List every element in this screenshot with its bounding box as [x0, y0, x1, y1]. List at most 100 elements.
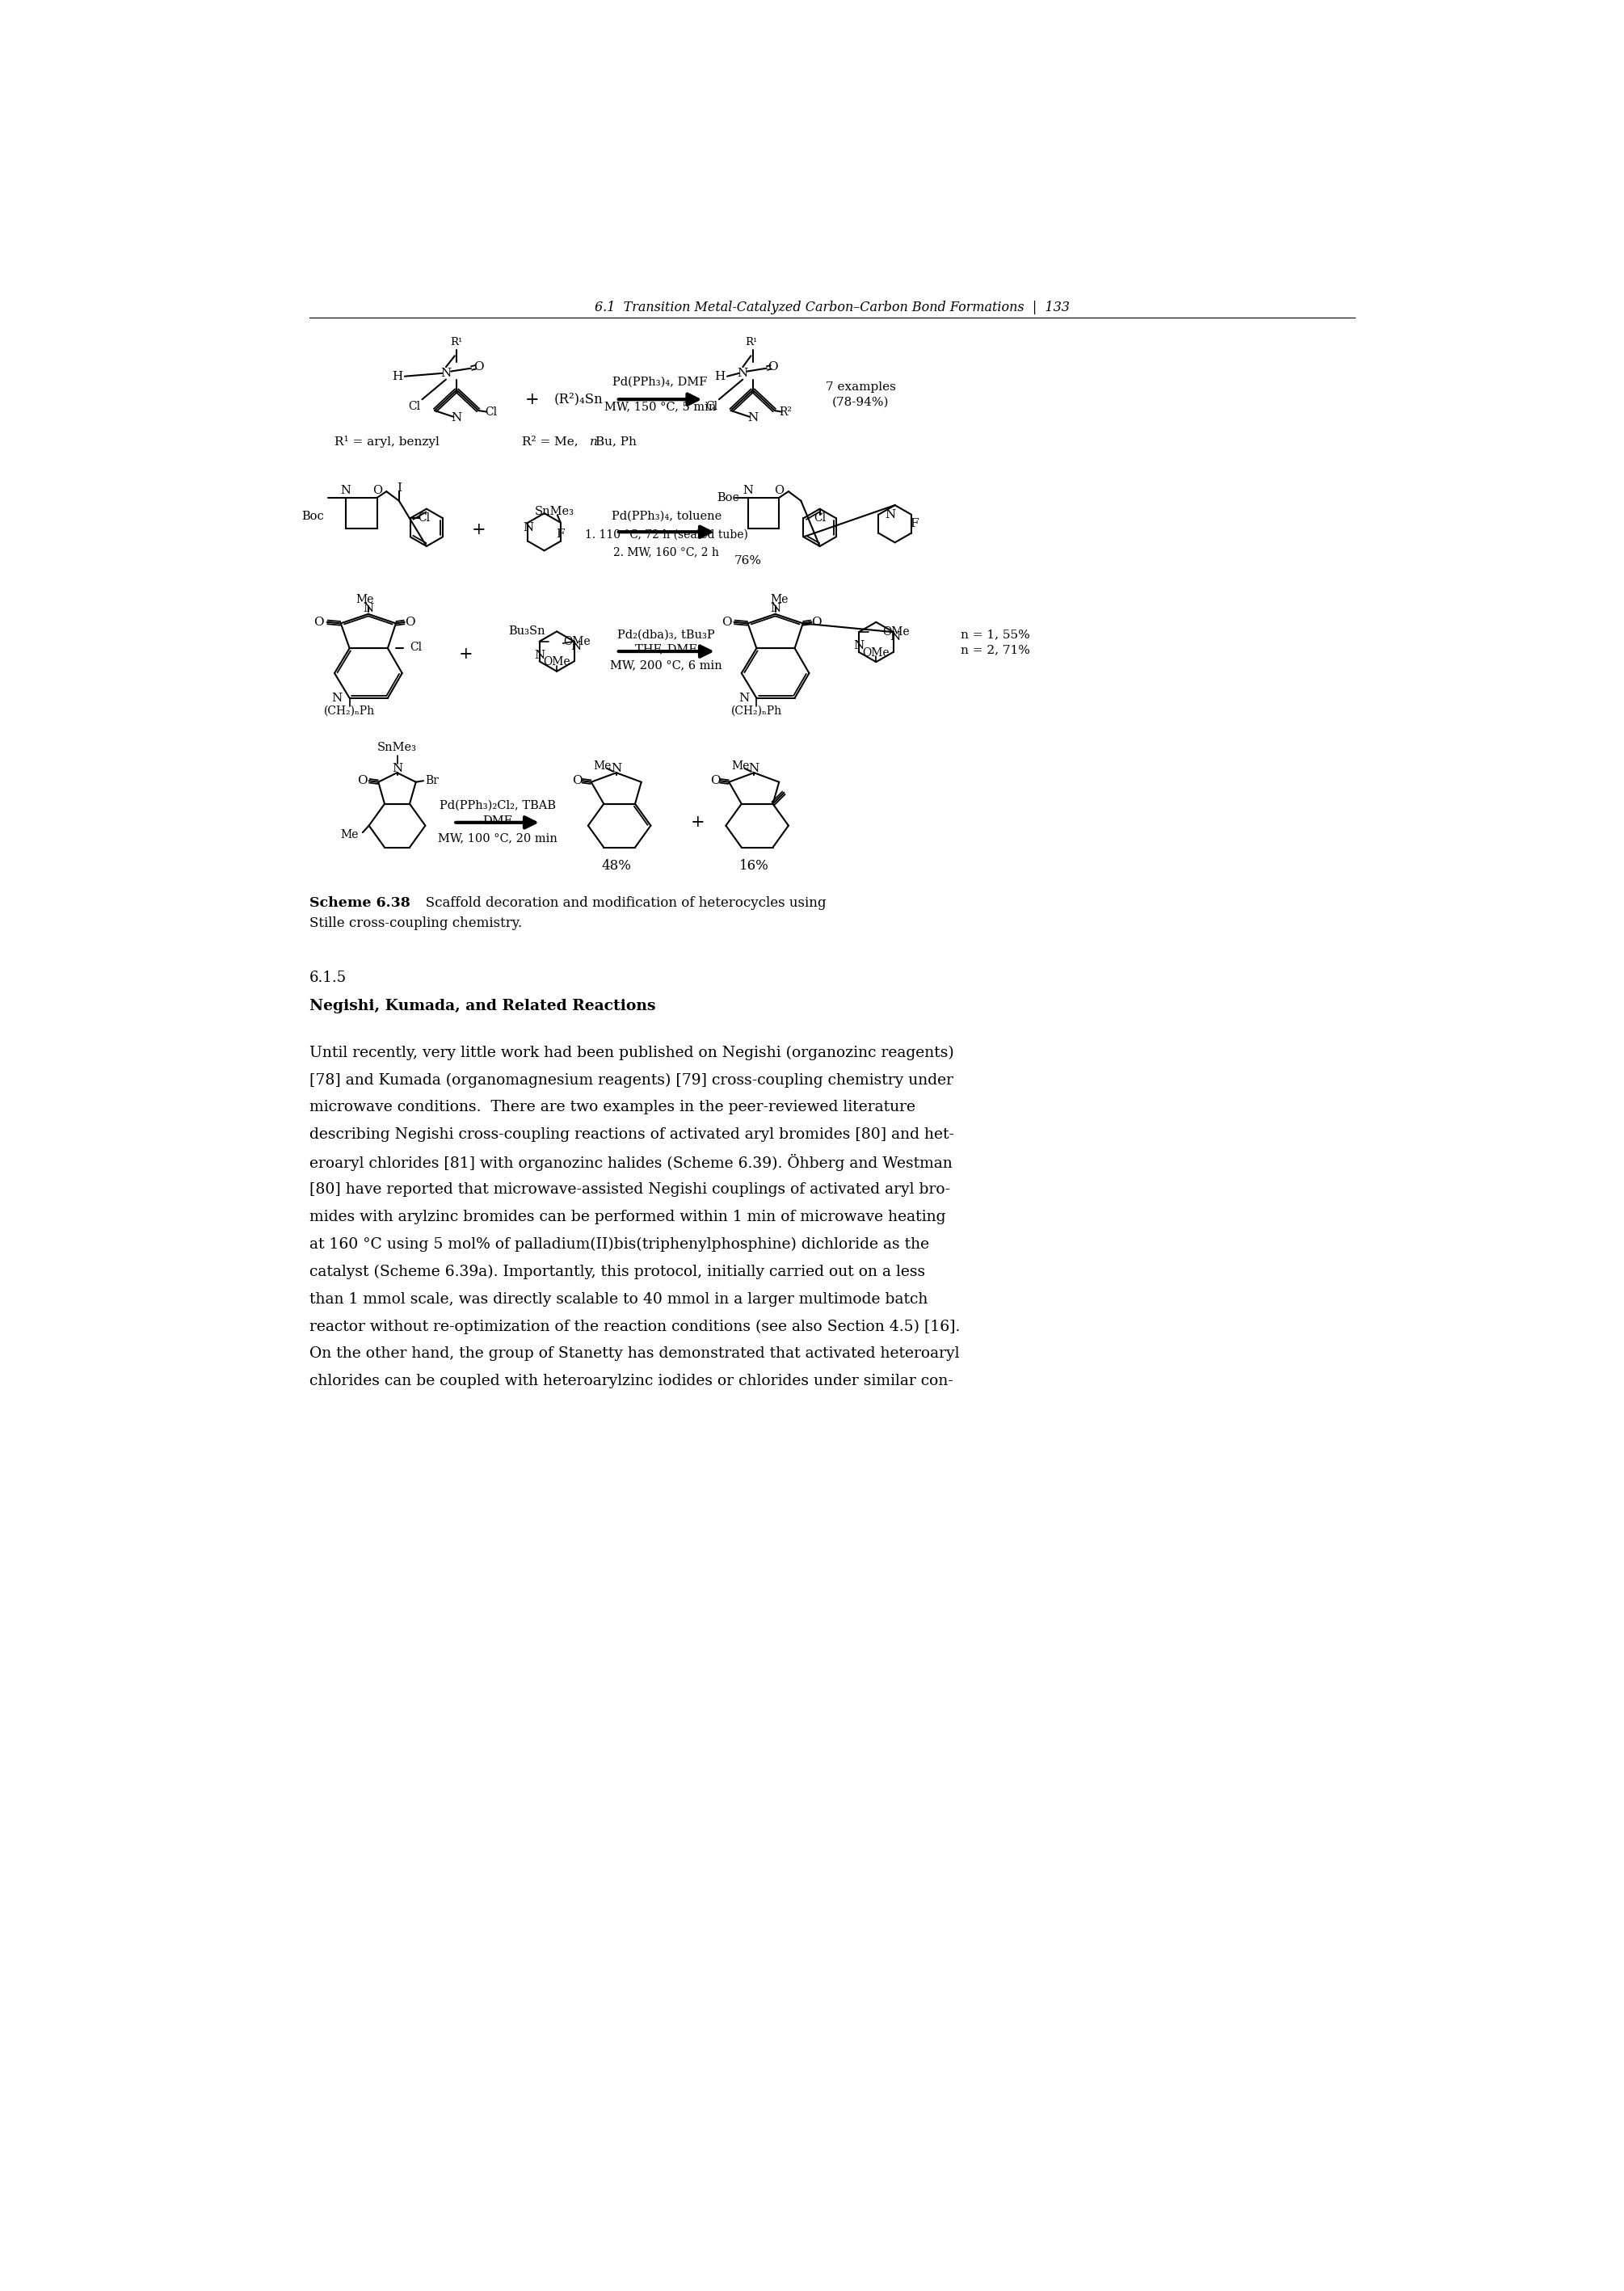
Text: [80] have reported that microwave-assisted Negishi couplings of activated aryl b: [80] have reported that microwave-assist… [310, 1182, 950, 1196]
Text: O: O [768, 362, 778, 373]
Text: Bu, Ph: Bu, Ph [596, 435, 637, 447]
Text: SnMe₃: SnMe₃ [534, 506, 573, 518]
Text: (CH₂)ₙPh: (CH₂)ₙPh [325, 706, 375, 717]
Text: Pd(PPh₃)₄, DMF: Pd(PPh₃)₄, DMF [612, 376, 708, 387]
Text: N: N [523, 522, 533, 534]
Text: 16%: 16% [739, 859, 768, 873]
Text: N: N [440, 367, 451, 378]
Text: n = 2, 71%: n = 2, 71% [961, 644, 1030, 655]
Text: than 1 mmol scale, was directly scalable to 40 mmol in a larger multimode batch: than 1 mmol scale, was directly scalable… [310, 1292, 927, 1306]
Text: Me: Me [339, 829, 359, 841]
Text: O: O [710, 774, 721, 786]
Text: chlorides can be coupled with heteroarylzinc iodides or chlorides under similar : chlorides can be coupled with heteroaryl… [310, 1375, 953, 1388]
Text: Scheme 6.38: Scheme 6.38 [310, 896, 411, 910]
Text: N: N [451, 412, 461, 424]
Text: H: H [715, 371, 724, 383]
Text: Me: Me [731, 761, 749, 772]
Text: THF, DMF: THF, DMF [635, 644, 697, 655]
Text: Stille cross-coupling chemistry.: Stille cross-coupling chemistry. [310, 916, 521, 930]
Text: R² = Me,: R² = Me, [523, 435, 583, 447]
Text: Boc: Boc [302, 511, 323, 522]
Text: N: N [742, 483, 754, 495]
Text: Cl: Cl [705, 401, 718, 412]
Text: N: N [770, 603, 781, 614]
Text: (R²)₄Sn: (R²)₄Sn [554, 392, 603, 406]
Text: +: + [460, 646, 473, 662]
Text: N: N [570, 641, 581, 653]
Text: 48%: 48% [601, 859, 632, 873]
Text: I: I [396, 483, 401, 495]
Text: 2. MW, 160 °C, 2 h: 2. MW, 160 °C, 2 h [614, 545, 719, 557]
Text: +: + [471, 522, 486, 538]
Text: 76%: 76% [734, 554, 762, 566]
Text: N: N [611, 763, 622, 774]
Text: H: H [391, 371, 403, 383]
Text: [78] and Kumada (organomagnesium reagents) [79] cross-coupling chemistry under: [78] and Kumada (organomagnesium reagent… [310, 1072, 953, 1088]
Text: N: N [391, 763, 403, 774]
Text: O: O [474, 362, 484, 373]
Text: OMe: OMe [542, 655, 570, 667]
Text: reactor without re-optimization of the reaction conditions (see also Section 4.5: reactor without re-optimization of the r… [310, 1320, 960, 1333]
Text: O: O [721, 616, 731, 628]
Text: O: O [372, 483, 382, 495]
Text: microwave conditions.  There are two examples in the peer-reviewed literature: microwave conditions. There are two exam… [310, 1100, 916, 1116]
Text: N: N [737, 367, 749, 378]
Text: describing Negishi cross-coupling reactions of activated aryl bromides [80] and : describing Negishi cross-coupling reacti… [310, 1127, 955, 1143]
Text: +: + [690, 816, 705, 829]
Text: catalyst (Scheme 6.39a). Importantly, this protocol, initially carried out on a : catalyst (Scheme 6.39a). Importantly, th… [310, 1265, 926, 1278]
Text: n: n [590, 435, 598, 447]
Text: OMe: OMe [564, 637, 591, 646]
Text: MW, 100 °C, 20 min: MW, 100 °C, 20 min [437, 832, 557, 843]
Text: n = 1, 55%: n = 1, 55% [961, 630, 1030, 639]
Text: Br: Br [425, 774, 438, 786]
Text: 1. 110 °C, 72 h (sealed tube): 1. 110 °C, 72 h (sealed tube) [585, 529, 749, 541]
Text: Boc: Boc [716, 493, 739, 504]
Text: R¹ = aryl, benzyl: R¹ = aryl, benzyl [335, 435, 440, 447]
Text: +: + [525, 392, 539, 408]
Text: R¹: R¹ [450, 337, 463, 348]
Text: at 160 °C using 5 mol% of palladium(II)bis(triphenylphosphine) dichloride as the: at 160 °C using 5 mol% of palladium(II)b… [310, 1237, 929, 1251]
Text: N: N [534, 648, 544, 660]
Text: N: N [854, 639, 864, 651]
Text: Until recently, very little work had been published on Negishi (organozinc reage: Until recently, very little work had bee… [310, 1045, 953, 1061]
Text: Cl: Cl [814, 513, 827, 525]
Text: DMF: DMF [482, 816, 512, 827]
Text: On the other hand, the group of Stanetty has demonstrated that activated heteroa: On the other hand, the group of Stanetty… [310, 1347, 960, 1361]
Text: N: N [749, 763, 760, 774]
Text: 6.1  Transition Metal-Catalyzed Carbon–Carbon Bond Formations  |  133: 6.1 Transition Metal-Catalyzed Carbon–Ca… [594, 300, 1070, 314]
Text: F: F [909, 518, 919, 529]
Text: Me: Me [770, 593, 788, 605]
Text: O: O [572, 774, 583, 786]
Text: Cl: Cl [409, 641, 422, 653]
Text: O: O [812, 616, 822, 628]
Text: Negishi, Kumada, and Related Reactions: Negishi, Kumada, and Related Reactions [310, 999, 656, 1013]
Text: O: O [313, 616, 323, 628]
Text: Cl: Cl [417, 513, 430, 525]
Text: MW, 200 °C, 6 min: MW, 200 °C, 6 min [611, 660, 723, 671]
Text: OMe: OMe [882, 625, 909, 637]
Text: N: N [341, 483, 351, 495]
Text: Cl: Cl [486, 406, 497, 417]
Text: eroaryl chlorides [81] with organozinc halides (Scheme 6.39). Öhberg and Westman: eroaryl chlorides [81] with organozinc h… [310, 1155, 952, 1171]
Text: mides with arylzinc bromides can be performed within 1 min of microwave heating: mides with arylzinc bromides can be perf… [310, 1210, 945, 1223]
Text: Me: Me [593, 761, 612, 772]
Text: MW, 150 °C, 5 min: MW, 150 °C, 5 min [604, 401, 716, 412]
Text: OMe: OMe [862, 646, 890, 658]
Text: (CH₂)ₙPh: (CH₂)ₙPh [731, 706, 783, 717]
Text: Bu₃Sn: Bu₃Sn [508, 625, 546, 637]
Text: N: N [885, 509, 895, 520]
Text: N: N [362, 603, 374, 614]
Text: (78-94%): (78-94%) [831, 396, 888, 408]
Text: O: O [357, 774, 367, 786]
Text: N: N [331, 692, 343, 703]
Text: Scaffold decoration and modification of heterocycles using: Scaffold decoration and modification of … [412, 896, 827, 910]
Text: O: O [775, 483, 784, 495]
Text: F: F [557, 529, 565, 538]
Text: Cl: Cl [409, 401, 421, 412]
Text: 7 examples: 7 examples [825, 380, 895, 392]
Text: O: O [404, 616, 414, 628]
Text: Me: Me [356, 593, 374, 605]
Text: R²: R² [780, 406, 793, 417]
Text: R¹: R¹ [745, 337, 757, 348]
Text: Pd(PPh₃)₄, toluene: Pd(PPh₃)₄, toluene [611, 511, 721, 522]
